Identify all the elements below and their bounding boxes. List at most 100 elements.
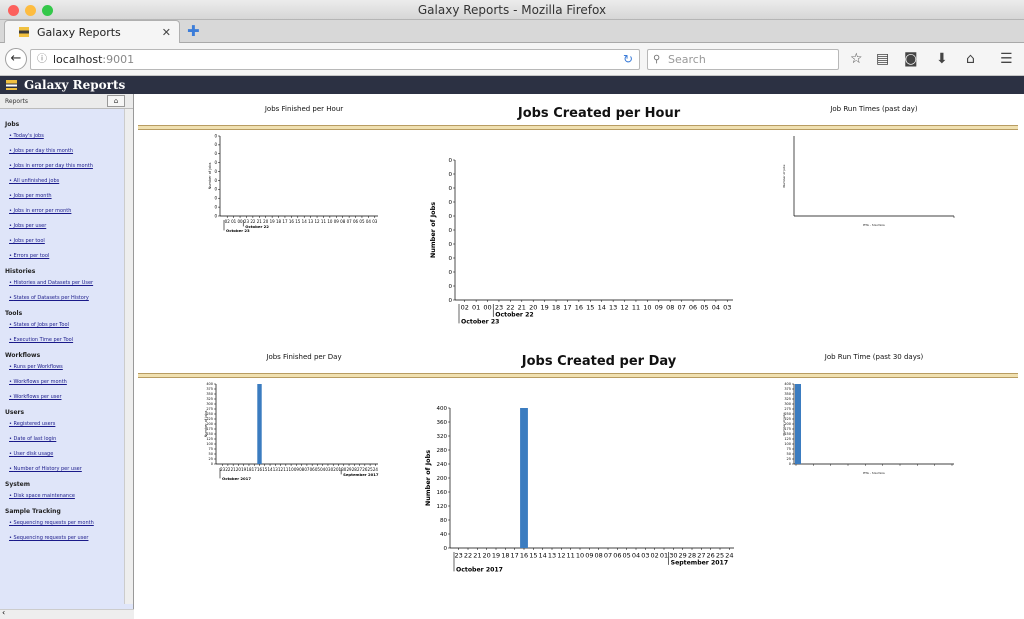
back-button[interactable]: ←: [5, 48, 27, 70]
sidebar-link-sequencing-requests-per-user[interactable]: Sequencing requests per user: [9, 535, 122, 541]
x-tick-label-0-22: 04: [366, 219, 372, 224]
y-tick-label-4-3: 120: [437, 504, 448, 510]
sidebar-link-workflows-per-month[interactable]: Workflows per month: [9, 379, 122, 385]
url-bar[interactable]: ⓘ localhost:9001 ↻: [30, 49, 640, 70]
reload-icon[interactable]: ↻: [622, 52, 633, 66]
y-tick-label-3-15: 375: [206, 387, 213, 391]
home-button[interactable]: ⌂: [107, 95, 125, 107]
main-content: Jobs Finished per Hour Jobs Created per …: [134, 94, 1024, 619]
y-axis-label-0: Number of jobs: [208, 162, 212, 189]
x-tick-label-4-17: 06: [613, 552, 621, 560]
y-tick-label-0-3: 0: [214, 187, 217, 192]
y-tick-label-0-2: 0: [214, 196, 217, 201]
menu-hamburger-icon[interactable]: ☰: [1000, 51, 1013, 67]
app-title[interactable]: Galaxy Reports: [24, 78, 126, 92]
x-tick-label-1-21: 05: [700, 304, 708, 312]
x-tick-label-1-9: 17: [563, 304, 571, 312]
minimize-window-icon[interactable]: [25, 5, 36, 16]
sidebar-link-disk-space-maintenance[interactable]: Disk space maintenance: [9, 493, 122, 499]
sidebar-link-runs-per-workflows[interactable]: Runs per Workflows: [9, 364, 122, 370]
tab-label: Galaxy Reports: [37, 26, 121, 39]
y-tick-label-3-5: 125: [206, 437, 213, 441]
sidebar: Reports ⌂ Jobs Today's jobs Jobs per day t…: [0, 94, 134, 619]
y-tick-label-1-2: 0: [449, 270, 453, 276]
search-input[interactable]: ⚲ Search: [647, 49, 839, 70]
group-label-1-0: October 23: [461, 319, 499, 326]
scroll-left-icon[interactable]: ‹: [2, 608, 6, 617]
bookmark-star-icon[interactable]: ☆: [850, 51, 863, 67]
sidebar-section-workflows: Workflows: [5, 352, 41, 359]
sidebar-link-jobs-in-error-per-day-this-month[interactable]: Jobs in error per day this month: [9, 163, 122, 169]
chart-title-jobs-created-day: Jobs Created per Day: [521, 354, 677, 369]
y-tick-label-4-4: 160: [437, 490, 448, 496]
group-label-3-1: September 2017: [343, 472, 379, 477]
sidebar-link-states-of-jobs-per-tool[interactable]: States of Jobs per Tool: [9, 322, 122, 328]
sidebar-link-jobs-per-tool[interactable]: Jobs per tool: [9, 238, 122, 244]
sidebar-section-histories: Histories: [5, 268, 36, 275]
home-icon[interactable]: ⌂: [966, 51, 975, 67]
x-tick-label-0-12: 14: [302, 219, 308, 224]
x-tick-label-0-20: 06: [353, 219, 359, 224]
downloads-icon[interactable]: ⬇: [936, 51, 948, 67]
chart-title-jobs-finished-day: Jobs Finished per Day: [266, 353, 342, 361]
y-tick-label-5-6: 150: [784, 432, 791, 436]
y-tick-label-1-10: 0: [449, 158, 453, 164]
sidebar-link-today-s-jobs[interactable]: Today's jobs: [9, 133, 122, 139]
y-tick-label-4-6: 240: [437, 462, 448, 468]
group-label-3-0: October 2017: [222, 476, 251, 481]
x-tick-label-1-17: 09: [655, 304, 663, 312]
x-tick-label-0-13: 13: [308, 219, 314, 224]
x-tick-label-3-28: 25: [368, 467, 374, 472]
sidebar-header: Reports ⌂: [0, 94, 133, 109]
y-tick-label-5-15: 375: [784, 387, 791, 391]
x-tick-label-4-3: 20: [483, 552, 491, 560]
sidebar-vertical-scrollbar[interactable]: [124, 109, 133, 604]
sidebar-link-states-of-datasets-per-history[interactable]: States of Datasets per History: [9, 295, 122, 301]
y-tick-label-4-1: 40: [440, 532, 447, 538]
y-tick-label-5-7: 175: [784, 427, 791, 431]
x-axis-label-2: ETA - hrs:mins: [863, 223, 885, 227]
sidebar-link-number-of-history-per-user[interactable]: Number of History per user: [9, 466, 122, 472]
sidebar-link-errors-per-tool[interactable]: Errors per tool: [9, 253, 122, 259]
y-tick-label-3-7: 175: [206, 427, 213, 431]
x-tick-label-1-11: 15: [586, 304, 594, 312]
pocket-icon[interactable]: ◙: [904, 51, 918, 67]
sidebar-link-jobs-per-day-this-month[interactable]: Jobs per day this month: [9, 148, 122, 154]
sidebar-link-user-disk-usage[interactable]: User disk usage: [9, 451, 122, 457]
x-tick-label-3-20: 03: [325, 467, 331, 472]
sidebar-link-jobs-per-user[interactable]: Jobs per user: [9, 223, 122, 229]
sidebar-link-all-unfinished-jobs[interactable]: All unfinished jobs: [9, 178, 122, 184]
x-tick-label-4-10: 13: [548, 552, 556, 560]
sidebar-link-jobs-in-error-per-month[interactable]: Jobs in error per month: [9, 208, 122, 214]
x-tick-label-0-8: 18: [276, 219, 282, 224]
sidebar-section-tools: Tools: [5, 310, 23, 317]
sidebar-link-histories-and-datasets-per-user[interactable]: Histories and Datasets per User: [9, 280, 122, 286]
x-tick-label-0-4: 22: [250, 219, 256, 224]
reading-list-icon[interactable]: ▤: [876, 51, 890, 67]
tab-close-icon[interactable]: ✕: [161, 26, 171, 39]
x-tick-label-1-10: 16: [575, 304, 583, 312]
sidebar-link-execution-time-per-tool[interactable]: Execution Time per Tool: [9, 337, 122, 343]
sidebar-link-date-of-last-login[interactable]: Date of last login: [9, 436, 122, 442]
y-tick-label-5-9: 225: [784, 417, 791, 421]
x-tick-label-4-13: 10: [576, 552, 584, 560]
y-tick-label-5-3: 75: [787, 447, 791, 451]
maximize-window-icon[interactable]: [42, 5, 53, 16]
sidebar-link-jobs-per-month[interactable]: Jobs per month: [9, 193, 122, 199]
sidebar-link-sequencing-requests-per-month[interactable]: Sequencing requests per month: [9, 520, 122, 526]
x-tick-label-4-12: 11: [567, 552, 575, 560]
x-tick-label-3-12: 11: [283, 467, 289, 472]
sidebar-link-workflows-per-user[interactable]: Workflows per user: [9, 394, 122, 400]
new-tab-icon[interactable]: ✚: [187, 22, 200, 40]
close-window-icon[interactable]: [8, 5, 19, 16]
bar-5-0: [795, 384, 801, 464]
x-tick-label-1-15: 11: [632, 304, 640, 312]
info-icon[interactable]: ⓘ: [37, 54, 47, 65]
tab-galaxy-reports[interactable]: Galaxy Reports ✕: [4, 20, 180, 44]
sidebar-horizontal-scrollbar[interactable]: ‹: [0, 608, 134, 619]
sidebar-link-registered-users[interactable]: Registered users: [9, 421, 122, 427]
x-tick-label-0-16: 10: [327, 219, 333, 224]
x-tick-label-4-7: 16: [520, 552, 528, 560]
x-tick-label-3-5: 18: [246, 467, 252, 472]
y-tick-label-4-10: 400: [437, 406, 448, 412]
